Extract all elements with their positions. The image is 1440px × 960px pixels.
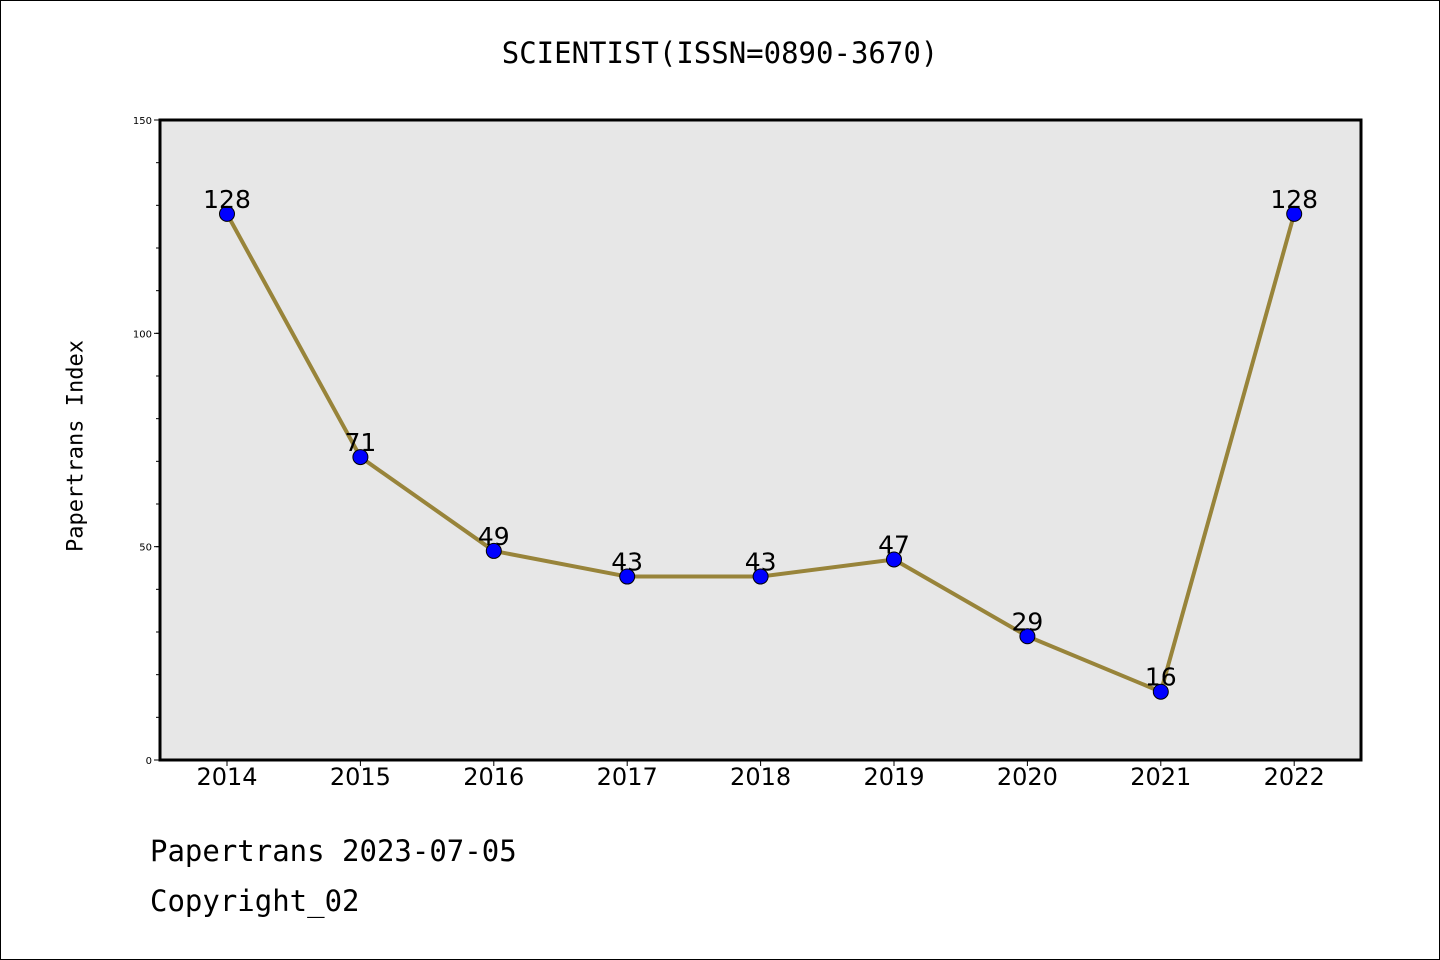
data-point — [619, 568, 636, 585]
data-label: 49 — [478, 522, 510, 551]
y-tick-label: 150 — [133, 116, 152, 127]
footer-copyright: Copyright_02 — [150, 884, 360, 918]
plot-area — [160, 120, 1361, 760]
x-tick-label: 2017 — [597, 763, 658, 791]
x-tick-label: 2014 — [196, 763, 257, 791]
x-tick-label: 2020 — [997, 763, 1058, 791]
data-point — [752, 568, 769, 585]
y-axis-ticks: 0 50 100 150 — [133, 116, 160, 767]
data-point — [1019, 628, 1036, 645]
y-tick-label: 0 — [146, 756, 152, 767]
footer-source: Papertrans 2023-07-05 — [150, 834, 517, 868]
plot-border — [158, 118, 1363, 762]
data-label: 43 — [611, 548, 643, 577]
y-tick-label: 100 — [133, 329, 152, 340]
data-point — [485, 542, 502, 559]
data-label: 47 — [878, 530, 910, 559]
data-labels: 128 71 49 43 43 47 29 16 128 — [203, 185, 1318, 692]
data-point — [886, 551, 902, 568]
x-tick-label: 2016 — [463, 763, 524, 791]
data-label: 29 — [1011, 607, 1043, 636]
data-label: 71 — [344, 428, 376, 457]
data-point — [352, 449, 369, 466]
y-tick-label: 50 — [139, 543, 152, 554]
data-label: 128 — [203, 185, 251, 214]
x-axis-ticks: 2014 2015 2016 2017 2018 2019 2020 2021 2022 — [196, 760, 1325, 791]
x-tick-label: 2015 — [330, 763, 391, 791]
x-tick-label: 2022 — [1264, 763, 1325, 791]
x-tick-label: 2019 — [863, 763, 924, 791]
data-point — [219, 205, 235, 222]
data-label: 128 — [1270, 185, 1318, 214]
data-point — [1286, 205, 1303, 222]
data-label: 43 — [745, 548, 777, 577]
data-label: 16 — [1145, 663, 1177, 692]
x-tick-label: 2018 — [730, 763, 791, 791]
x-tick-label: 2021 — [1130, 763, 1191, 791]
series-markers — [219, 205, 1303, 700]
chart-title: SCIENTIST(ISSN=0890-3670) — [501, 36, 939, 70]
data-point — [1152, 683, 1169, 700]
